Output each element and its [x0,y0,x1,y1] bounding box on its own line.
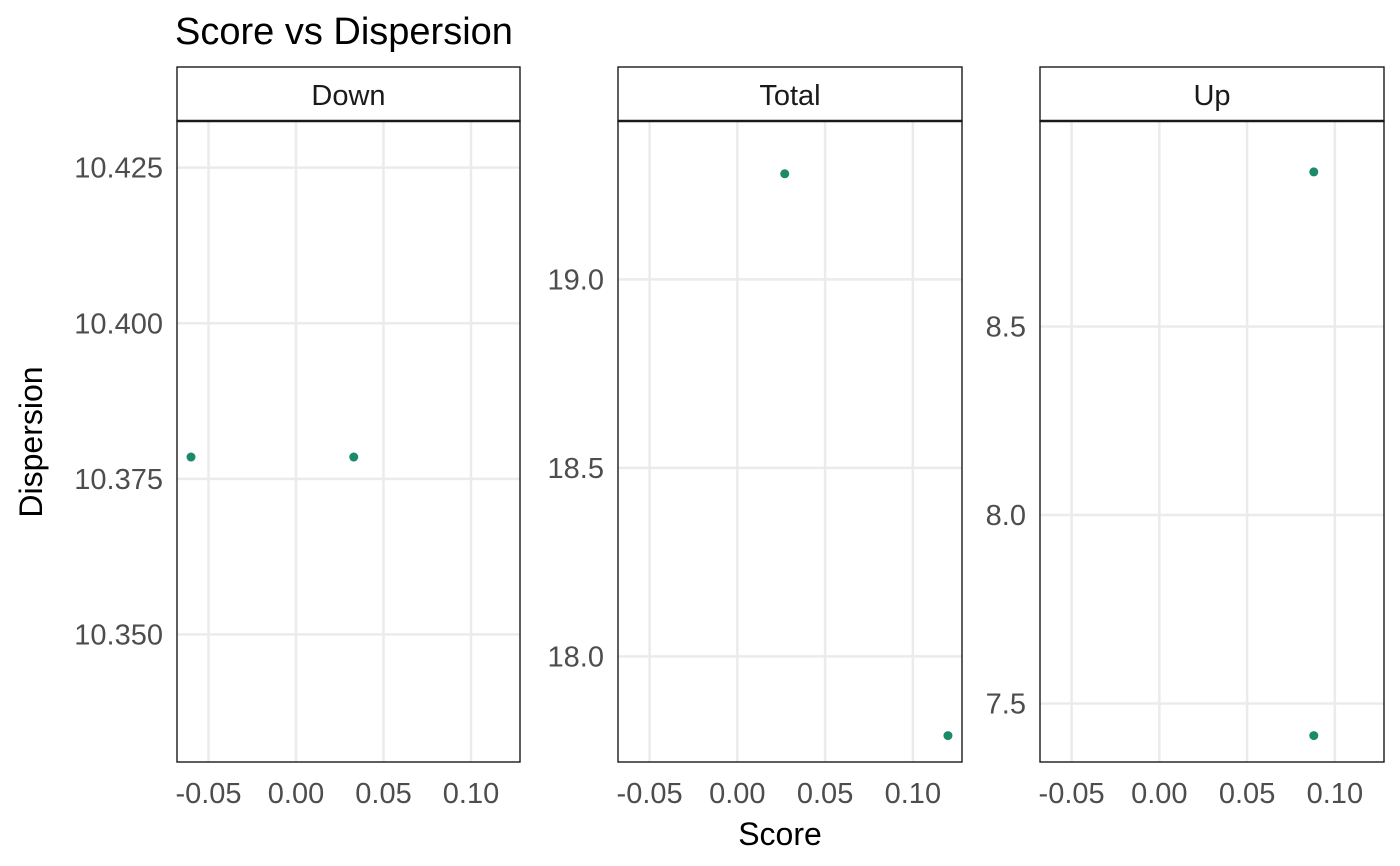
x-tick-label: 0.05 [355,778,411,810]
y-tick-label: 7.5 [986,689,1026,721]
y-tick-label: 10.425 [74,153,163,185]
data-point [943,731,953,741]
x-tick-label: 0.10 [443,778,499,810]
facet-strip [176,66,521,122]
panel-border [1039,120,1385,763]
data-point [780,169,790,179]
chart-title: Score vs Dispersion [175,11,513,53]
facet-panel-up: Up -0.05 0.00 0.05 0.10 7.5 8.0 8.5 [986,66,1385,810]
x-tick-label: 0.05 [797,778,853,810]
x-tick-label: 0.05 [1219,778,1275,810]
x-tick-label: -0.05 [617,778,683,810]
y-tick-label: 8.0 [986,500,1026,532]
facet-panel-total: Total -0.05 0.00 0.05 0.10 18.0 18.5 19.0 [548,66,963,810]
data-point [1309,731,1319,741]
facet-panels: Down -0.05 0.00 0.05 0.10 10.350 10.375 10.400 1… [74,66,1385,810]
panel-border [176,120,521,763]
y-axis-title: Dispersion [13,366,49,517]
data-point [186,452,196,462]
x-tick-label: 0.00 [1131,778,1187,810]
y-tick-label: 8.5 [986,311,1026,343]
x-tick-label: 0.00 [268,778,324,810]
panel-border [617,120,963,763]
facet-strip-label: Down [311,80,385,112]
data-point [1309,167,1319,177]
facet-panel-down: Down -0.05 0.00 0.05 0.10 10.350 10.375 10.400 1… [74,66,521,810]
y-tick-label: 19.0 [548,264,604,296]
y-tick-label: 10.375 [74,464,163,496]
y-tick-label: 18.5 [548,453,604,485]
facet-strip [1039,66,1385,122]
x-tick-label: 0.10 [1307,778,1363,810]
x-axis-title: Score [738,816,822,852]
y-tick-label: 10.350 [74,619,163,651]
facet-strip-label: Up [1193,80,1230,112]
x-tick-label: 0.00 [709,778,765,810]
data-point [349,452,359,462]
x-tick-label: -0.05 [1039,778,1105,810]
facet-strip-label: Total [759,80,820,112]
y-tick-label: 18.0 [548,641,604,673]
y-tick-label: 10.400 [74,308,163,340]
x-tick-label: -0.05 [175,778,241,810]
x-tick-label: 0.10 [885,778,941,810]
